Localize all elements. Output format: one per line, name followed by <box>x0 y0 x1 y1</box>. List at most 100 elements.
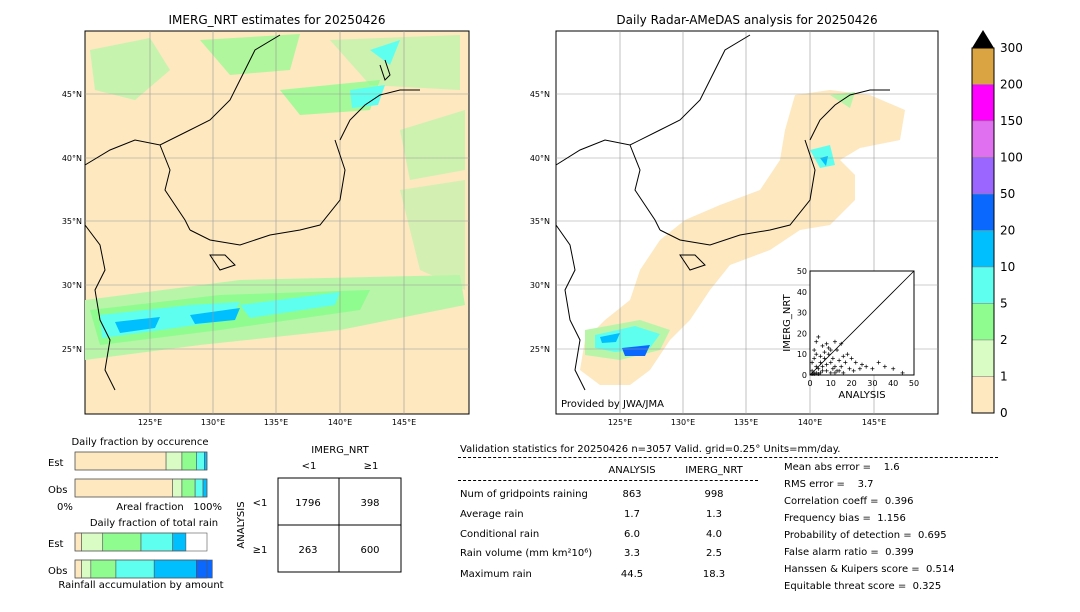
scatter-point <box>816 371 821 376</box>
scatter-point <box>822 350 827 355</box>
scatter-point <box>837 358 842 363</box>
scatter-point <box>891 366 896 371</box>
stacked-bar-segment <box>74 478 173 498</box>
stats-analysis-value: 863 <box>622 489 642 500</box>
scatter-point <box>820 343 825 348</box>
scatter-point <box>816 366 821 371</box>
scatter-point <box>870 366 875 371</box>
stacked-bar-segment <box>196 559 213 579</box>
contingency-row-label: <1 <box>253 498 268 509</box>
lat-tick: 35°N <box>62 217 82 226</box>
contingency-cell: 263 <box>298 545 317 556</box>
contingency-cell: 1796 <box>295 498 320 509</box>
occurrence-title: Daily fraction by occurence <box>71 437 209 448</box>
scatter-point <box>818 370 823 375</box>
stats-row-label: Maximum rain <box>460 569 532 580</box>
stats-imerg-value: 998 <box>704 489 724 500</box>
scatter-point <box>857 366 862 371</box>
scatter-point <box>876 360 881 365</box>
lat-tick: 45°N <box>530 90 550 99</box>
score-item: False alarm ratio = 0.399 <box>784 547 914 558</box>
right-map: 45°N 40°N 35°N 30°N 25°N 125°E 130°E 135… <box>530 30 939 427</box>
stats-col-rule <box>458 480 758 481</box>
stacked-bar-segment <box>140 532 173 552</box>
scatter-point <box>837 368 842 373</box>
scatter-plot: 0 10 20 30 40 50 0 10 20 30 40 50 ANALYSIS IMERG_N… <box>782 267 919 401</box>
right-map-lon-ticks: 125°E 130°E 135°E 140°E 145°E <box>608 418 886 427</box>
scatter-point <box>810 360 815 365</box>
scatter-point <box>828 360 833 365</box>
scatter-point <box>845 352 850 357</box>
score-item: Correlation coeff = 0.396 <box>784 496 914 507</box>
colorbar-segment <box>971 230 995 268</box>
contingency-row-header: ANALYSIS <box>236 501 247 548</box>
colorbar-label: 150 <box>1000 114 1023 128</box>
stacked-bar-segment <box>165 451 183 471</box>
lon-tick: 125°E <box>608 418 632 427</box>
scatter-point <box>816 334 821 339</box>
lon-tick: 130°E <box>671 418 695 427</box>
stacked-bar-segment <box>181 451 197 471</box>
scatter-y-tick: 0 <box>802 371 807 380</box>
stacked-bar-outline <box>74 478 208 498</box>
left-map-grid <box>85 31 469 414</box>
colorbar-segments <box>971 47 995 414</box>
stats-col-header: ANALYSIS <box>608 465 656 476</box>
stats-row-label: Num of gridpoints raining <box>460 489 588 500</box>
colorbar-label: 100 <box>1000 151 1023 165</box>
scatter-point <box>832 339 837 344</box>
stats-row-label: Rain volume (mm km²10⁶) <box>460 548 593 559</box>
score-item: RMS error = 3.7 <box>784 479 874 490</box>
scatter-point <box>820 368 825 373</box>
stacked-bar-outline <box>74 559 208 579</box>
right-map-rain-field <box>580 90 905 385</box>
colorbar-label: 1 <box>1000 370 1008 384</box>
scatter-point <box>841 370 846 375</box>
stacked-bar-segment <box>194 478 204 498</box>
lat-tick: 40°N <box>530 154 550 163</box>
total-rain-caption: Rainfall accumulation by amount <box>58 580 224 591</box>
scatter-x-tick: 0 <box>807 379 812 388</box>
colorbar-segment <box>971 120 995 158</box>
scatter-point <box>835 348 840 353</box>
scatter-point <box>814 339 819 344</box>
left-map-title: IMERG_NRT estimates for 20250426 <box>168 13 386 27</box>
scatter-point <box>820 364 825 369</box>
lat-tick: 30°N <box>530 281 550 290</box>
stats-analysis-value: 3.3 <box>624 548 640 559</box>
score-item: Mean abs error = 1.6 <box>784 462 900 473</box>
scatter-point <box>818 360 823 365</box>
colorbar-label: 200 <box>1000 78 1023 92</box>
colorbar-outline <box>971 47 995 414</box>
colorbar-segment <box>971 193 995 231</box>
stats-imerg-value: 1.3 <box>706 509 722 520</box>
axis-right-label: 100% <box>193 502 222 513</box>
scatter-y-tick: 40 <box>797 288 807 297</box>
scatter-point <box>900 370 905 375</box>
axis-left-label: 0% <box>57 502 73 513</box>
total-rain-title: Daily fraction of total rain <box>89 518 219 529</box>
stacked-bar-segment <box>181 478 196 498</box>
lon-tick: 130°E <box>201 418 225 427</box>
scatter-point <box>812 356 817 361</box>
stats-imerg-value: 18.3 <box>702 569 726 580</box>
row-label-obs: Obs <box>48 485 67 496</box>
stacked-bar-segment <box>74 451 167 471</box>
stacked-bar-segment <box>81 559 92 579</box>
scatter-point <box>847 366 852 371</box>
contingency-col-label: ≥1 <box>363 461 379 472</box>
lat-tick: 25°N <box>62 345 82 354</box>
scatter-point <box>828 348 833 353</box>
colorbar-segment <box>971 157 995 195</box>
total-rain-chart: Est Obs <box>48 532 213 579</box>
colorbar-segment <box>971 47 995 85</box>
score-item: Frequency bias = 1.156 <box>784 513 906 524</box>
scatter-point <box>824 362 829 367</box>
colorbar-segment <box>971 303 995 341</box>
stats-col-header: IMERG_NRT <box>685 465 743 476</box>
validation-header: Validation statistics for 20250426 n=305… <box>460 444 841 455</box>
scatter-point <box>824 341 829 346</box>
stats-row-label: Conditional rain <box>460 529 540 540</box>
